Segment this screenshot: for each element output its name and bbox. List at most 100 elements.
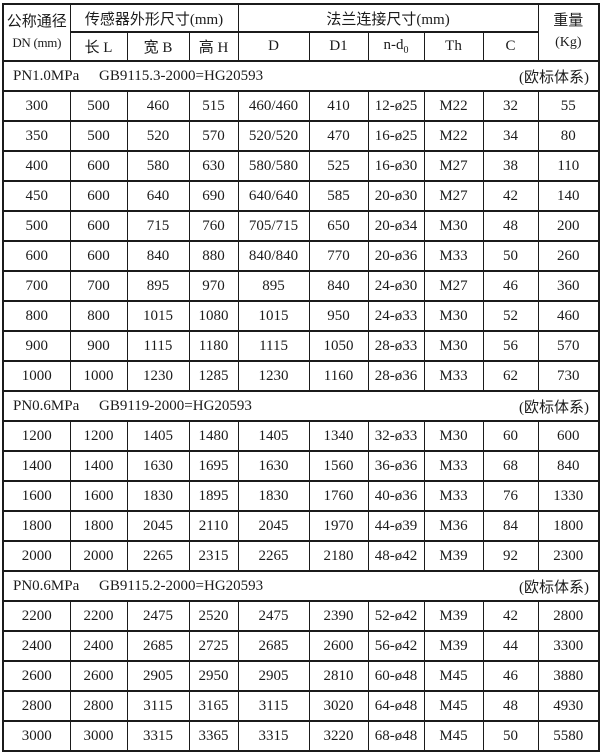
data-row: 450 600 640 690 640/640 585 20-ø30 M27 42 140 — [2, 180, 600, 212]
cell-d1: 1760 — [308, 480, 369, 512]
standard-code-label: GB9115.2-2000=HG20593 — [99, 577, 264, 594]
cell-b: 895 — [126, 270, 190, 302]
cell-th: M27 — [423, 180, 484, 212]
cell-nd0: 68-ø48 — [367, 720, 425, 752]
cell-l: 1000 — [69, 360, 128, 392]
cell-d: 1405 — [237, 420, 310, 452]
nd0-sub: 0 — [403, 45, 409, 56]
cell-nd0: 12-ø25 — [367, 90, 425, 122]
cell-d1: 410 — [308, 90, 369, 122]
cell-th: M30 — [423, 330, 484, 362]
data-row: 400 600 580 630 580/580 525 16-ø30 M27 38 110 — [2, 150, 600, 182]
data-row: 2600 2600 2905 2950 2905 2810 60-ø48 M45 46 3880 — [2, 660, 600, 692]
data-row: 600 600 840 880 840/840 770 20-ø36 M33 50 260 — [2, 240, 600, 272]
cell-nd0: 20-ø30 — [367, 180, 425, 212]
data-row: 700 700 895 970 895 840 24-ø30 M27 46 360 — [2, 270, 600, 302]
cell-nd0: 28-ø33 — [367, 330, 425, 362]
cell-d: 460/460 — [237, 90, 310, 122]
col-header-d1: D1 — [308, 31, 369, 62]
cell-c: 48 — [482, 690, 539, 722]
cell-l: 2600 — [69, 660, 128, 692]
cell-nd0: 60-ø48 — [367, 660, 425, 692]
standard-system-note: (欧标体系) — [519, 579, 590, 596]
cell-d1: 1340 — [308, 420, 369, 452]
cell-c: 68 — [482, 450, 539, 482]
cell-b: 1230 — [126, 360, 190, 392]
cell-d: 640/640 — [237, 180, 310, 212]
cell-nd0: 32-ø33 — [367, 420, 425, 452]
section-cell: PN0.6MPa GB9119-2000=HG20593 (欧标体系) — [2, 390, 600, 422]
cell-d1: 1970 — [308, 510, 369, 542]
section-row: PN0.6MPa GB9115.2-2000=HG20593 (欧标体系) — [2, 570, 600, 602]
header-row-columns: 长 L 宽 B 高 H D D1 n-d0 Th C — [3, 31, 599, 62]
nd0-base: n-d — [383, 37, 404, 53]
cell-th: M33 — [423, 360, 484, 392]
cell-h: 515 — [188, 90, 239, 122]
cell-d1: 525 — [308, 150, 369, 182]
cell-c: 32 — [482, 90, 539, 122]
cell-dn: 1200 — [2, 420, 71, 452]
header-row-groups: 公称通径 DN (mm) 传感器外形尺寸(mm) 法兰连接尺寸(mm) 重量 (… — [2, 3, 600, 62]
data-row: 1600 1600 1830 1895 1830 1760 40-ø36 M33 76 1330 — [2, 480, 600, 512]
cell-d1: 1560 — [308, 450, 369, 482]
cell-b: 1405 — [126, 420, 190, 452]
cell-d: 840/840 — [237, 240, 310, 272]
cell-c: 46 — [482, 270, 539, 302]
cell-b: 840 — [126, 240, 190, 272]
cell-c: 92 — [482, 540, 539, 572]
cell-th: M22 — [423, 90, 484, 122]
cell-nd0: 36-ø36 — [367, 450, 425, 482]
cell-b: 3315 — [126, 720, 190, 752]
cell-h: 760 — [188, 210, 239, 242]
cell-l: 500 — [69, 120, 128, 152]
cell-d: 1830 — [237, 480, 310, 512]
group-header-sensor-dimensions: 传感器外形尺寸(mm) — [69, 3, 239, 33]
data-row: 3000 3000 3315 3365 3315 3220 68-ø48 M45 50 5580 — [2, 720, 600, 752]
data-row: 2800 2800 3115 3165 3115 3020 64-ø48 M45 48 4930 — [2, 690, 600, 722]
col-header-width-b: 宽 B — [126, 31, 190, 62]
cell-dn: 300 — [2, 90, 71, 122]
cell-b: 2685 — [126, 630, 190, 662]
cell-nd0: 24-ø33 — [367, 300, 425, 332]
cell-c: 50 — [482, 720, 539, 752]
cell-h: 2315 — [188, 540, 239, 572]
cell-d1: 585 — [308, 180, 369, 212]
cell-th: M30 — [423, 420, 484, 452]
cell-d: 1015 — [237, 300, 310, 332]
cell-nd0: 24-ø30 — [367, 270, 425, 302]
cell-dn: 600 — [2, 240, 71, 272]
cell-th: M45 — [423, 660, 484, 692]
cell-h: 1285 — [188, 360, 239, 392]
cell-d: 3115 — [237, 690, 310, 722]
cell-nd0: 64-ø48 — [367, 690, 425, 722]
cell-d1: 3220 — [308, 720, 369, 752]
cell-th: M22 — [423, 120, 484, 152]
cell-c: 44 — [482, 630, 539, 662]
cell-c: 42 — [482, 600, 539, 632]
cell-l: 1800 — [69, 510, 128, 542]
cell-h: 3365 — [188, 720, 239, 752]
cell-b: 1830 — [126, 480, 190, 512]
data-row: 2200 2200 2475 2520 2475 2390 52-ø42 M39 42 2800 — [2, 600, 600, 632]
cell-weight: 1800 — [537, 510, 600, 542]
section-line: PN1.0MPa GB9115.3-2000=HG20593 (欧标体系) — [4, 66, 598, 87]
cell-weight: 460 — [537, 300, 600, 332]
nominal-diameter-title: 公称通径 — [6, 14, 67, 31]
cell-d: 705/715 — [237, 210, 310, 242]
col-header-nd0: n-d0 — [367, 31, 425, 62]
pressure-rating-label: PN0.6MPa — [13, 397, 80, 414]
data-row: 500 600 715 760 705/715 650 20-ø34 M30 48 200 — [2, 210, 600, 242]
cell-b: 580 — [126, 150, 190, 182]
cell-dn: 2400 — [2, 630, 71, 662]
cell-dn: 1400 — [2, 450, 71, 482]
cell-h: 1695 — [188, 450, 239, 482]
cell-l: 1600 — [69, 480, 128, 512]
cell-weight: 5580 — [537, 720, 600, 752]
cell-h: 880 — [188, 240, 239, 272]
cell-c: 42 — [482, 180, 539, 212]
cell-d: 580/580 — [237, 150, 310, 182]
cell-weight: 200 — [537, 210, 600, 242]
cell-d1: 3020 — [308, 690, 369, 722]
cell-dn: 1600 — [2, 480, 71, 512]
